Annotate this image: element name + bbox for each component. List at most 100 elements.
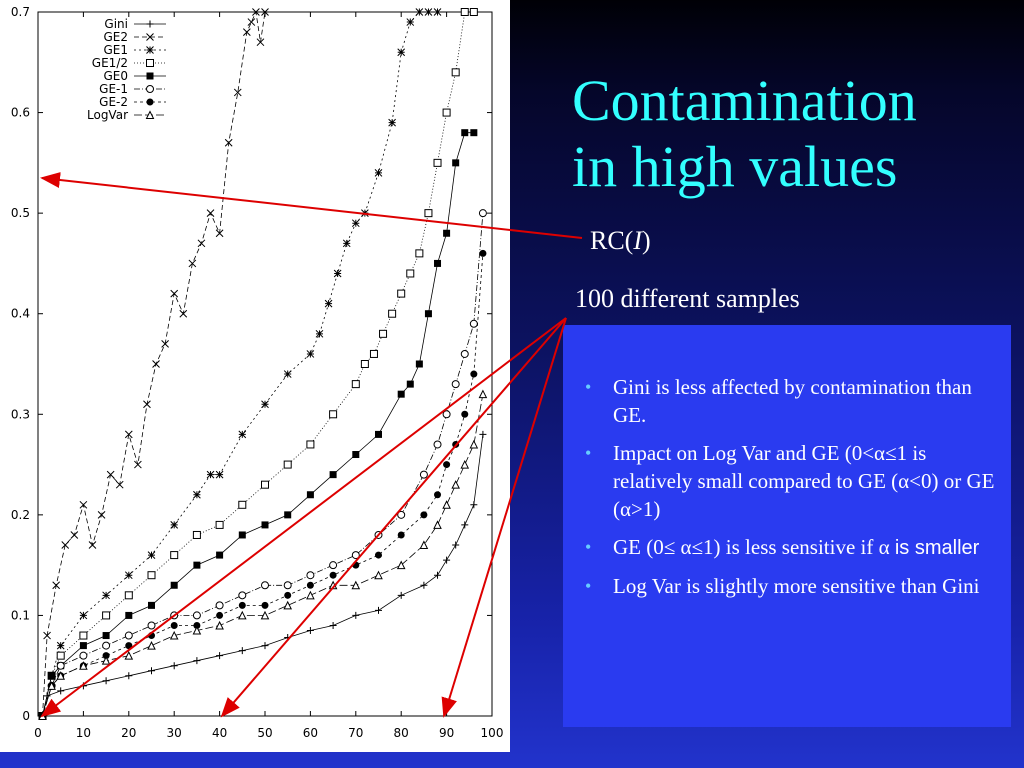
data-point xyxy=(406,269,415,278)
data-point xyxy=(284,634,292,642)
data-point xyxy=(256,38,265,47)
data-point xyxy=(329,571,337,579)
data-point xyxy=(48,672,56,680)
series-line-ge0 xyxy=(42,132,474,717)
data-point xyxy=(197,239,206,248)
data-point xyxy=(101,656,111,665)
data-point xyxy=(324,299,333,308)
y-tick-label: 0.3 xyxy=(11,407,30,421)
data-point xyxy=(470,129,478,137)
legend-marker xyxy=(146,20,154,28)
data-point xyxy=(143,400,151,409)
note-text: Gini is less affected by contamination t… xyxy=(613,375,972,427)
data-point xyxy=(433,520,442,529)
y-tick-label: 0.4 xyxy=(11,307,30,321)
data-point xyxy=(306,590,315,600)
data-point xyxy=(252,8,260,16)
title-line-2: in high values xyxy=(572,134,898,199)
bullet-icon: • xyxy=(585,576,592,596)
data-point xyxy=(188,259,197,268)
data-point xyxy=(170,551,179,560)
data-point xyxy=(306,571,315,580)
legend-marker xyxy=(146,98,154,106)
series-line-ge-1 xyxy=(42,213,484,717)
legend-marker xyxy=(146,85,154,93)
data-point xyxy=(261,601,269,609)
data-point xyxy=(102,641,111,650)
data-point xyxy=(238,591,247,600)
data-point xyxy=(419,540,429,550)
data-point xyxy=(306,491,314,499)
data-point xyxy=(329,410,338,419)
title-line-1: Contamination xyxy=(572,68,917,133)
data-point xyxy=(478,209,487,218)
data-point xyxy=(79,642,87,650)
legend-label: GE-1 xyxy=(99,82,128,96)
data-point xyxy=(193,490,201,499)
data-point xyxy=(375,430,382,438)
data-point xyxy=(478,389,488,399)
data-point xyxy=(283,600,293,610)
data-point xyxy=(261,480,269,489)
data-point xyxy=(452,159,460,167)
data-point xyxy=(374,169,383,177)
data-point xyxy=(134,460,142,469)
data-point xyxy=(375,606,382,614)
data-point xyxy=(469,439,479,449)
data-point xyxy=(238,531,246,539)
data-point xyxy=(374,570,383,580)
data-point xyxy=(206,470,215,479)
data-point xyxy=(124,631,133,640)
data-point xyxy=(329,471,337,479)
data-point xyxy=(124,430,133,439)
data-point xyxy=(192,625,202,635)
notes-box: • Gini is less affected by contamination … xyxy=(563,325,1011,727)
data-point xyxy=(192,611,201,620)
data-point xyxy=(242,28,251,36)
chart-panel: 0 10 20 30 40 50 60 70 80 90 100 0 0.1 0.2 0.3 0.4 0.5 0.… xyxy=(0,0,510,752)
data-point xyxy=(124,591,133,600)
note-item: • Log Var is slightly more sensitive than… xyxy=(575,572,997,600)
data-point xyxy=(216,652,224,660)
data-point xyxy=(261,581,269,590)
data-point xyxy=(433,8,442,16)
samples-label: 100 different samples xyxy=(575,284,800,313)
legend-marker xyxy=(146,46,154,54)
data-point xyxy=(452,440,460,448)
data-point xyxy=(170,611,179,620)
data-point xyxy=(442,108,451,117)
data-point xyxy=(442,410,451,419)
data-point xyxy=(443,229,451,237)
data-point xyxy=(351,551,360,560)
data-point xyxy=(469,319,478,328)
data-point xyxy=(284,511,292,519)
data-point xyxy=(283,370,292,378)
note-text: GE (0≤ α≤1) is less sensitive if α xyxy=(613,535,895,559)
data-point xyxy=(424,310,432,318)
data-point xyxy=(261,521,269,529)
x-tick-label: 80 xyxy=(394,726,409,740)
legend-label: GE2 xyxy=(103,30,128,44)
data-point xyxy=(170,662,178,670)
data-point xyxy=(460,459,470,469)
data-point xyxy=(61,541,70,549)
data-point xyxy=(102,591,110,600)
y-tick-label: 0.1 xyxy=(11,608,30,622)
data-point xyxy=(397,531,405,539)
data-point xyxy=(461,129,469,137)
data-point xyxy=(238,601,246,609)
data-point xyxy=(70,531,79,539)
data-point xyxy=(216,611,224,619)
data-point xyxy=(420,511,428,519)
data-point xyxy=(147,640,156,650)
data-point xyxy=(397,390,405,398)
legend-marker xyxy=(146,33,154,41)
data-point xyxy=(434,491,442,499)
x-tick-label: 0 xyxy=(34,726,42,740)
data-point xyxy=(424,209,433,218)
data-point xyxy=(147,571,156,580)
data-point xyxy=(470,370,478,378)
x-tick-label: 50 xyxy=(257,726,272,740)
legend-label: Gini xyxy=(104,17,128,31)
data-point xyxy=(79,651,88,660)
